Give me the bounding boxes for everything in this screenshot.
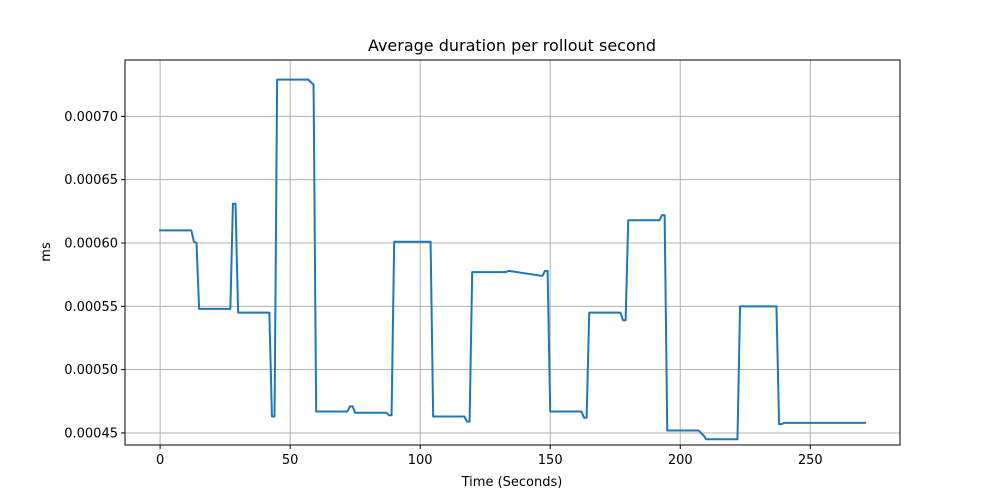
x-tick-label: 150 — [538, 453, 563, 468]
chart-title: Average duration per rollout second — [368, 36, 656, 55]
x-tick-label: 50 — [282, 453, 299, 468]
x-tick-label: 250 — [798, 453, 823, 468]
series-layer — [159, 78, 866, 441]
y-tick-label: 0.00050 — [64, 363, 118, 378]
y-axis-label: ms — [39, 242, 54, 262]
y-tick-label: 0.00070 — [64, 110, 118, 125]
y-tick-label: 0.00065 — [64, 173, 118, 188]
y-tick-label: 0.00045 — [64, 426, 118, 441]
y-axis: 0.00045 0.00050 0.00055 0.00060 0.00065 0.000… — [64, 110, 125, 441]
y-tick-label: 0.00055 — [64, 300, 118, 315]
x-axis-label: Time (Seconds) — [461, 475, 563, 490]
grid — [125, 60, 900, 445]
x-tick-label: 200 — [668, 453, 693, 468]
x-tick-label: 0 — [156, 453, 164, 468]
plot-area-frame — [124, 59, 901, 446]
x-tick-label: 100 — [408, 453, 433, 468]
y-tick-label: 0.00060 — [64, 237, 118, 252]
x-axis: 0 50 100 150 200 250 — [156, 445, 823, 468]
series-line — [159, 78, 866, 441]
